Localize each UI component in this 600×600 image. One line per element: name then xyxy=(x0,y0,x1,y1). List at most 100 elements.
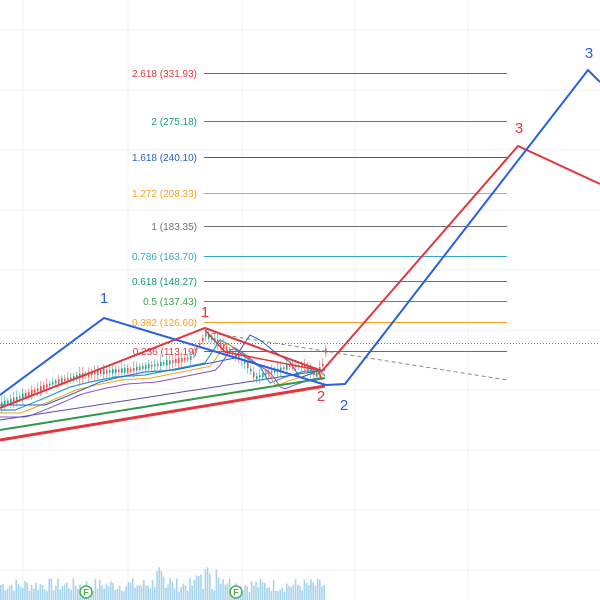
candle-body xyxy=(310,368,312,374)
candle-body xyxy=(37,388,39,391)
candle-body xyxy=(166,360,168,366)
candle-body xyxy=(190,356,192,360)
volume-bar xyxy=(33,588,35,600)
volume-bar xyxy=(70,589,72,600)
volume-bar xyxy=(103,588,105,600)
volume-bar xyxy=(101,585,103,600)
blue-wave-path xyxy=(0,68,600,396)
candle-body xyxy=(124,367,126,373)
volume-bar xyxy=(22,588,24,600)
volume-bar xyxy=(191,585,193,600)
volume-bar xyxy=(160,571,163,600)
volume-bar xyxy=(171,581,174,600)
candle-body xyxy=(106,370,108,373)
blue-wave-label: 1 xyxy=(100,290,108,307)
candle-body xyxy=(238,355,240,360)
volume-bar xyxy=(24,581,26,600)
volume-bar xyxy=(292,584,295,600)
candle-body xyxy=(229,348,231,354)
event-badge-label: F xyxy=(233,588,239,598)
candle-body xyxy=(274,369,276,373)
moving-averages xyxy=(0,334,326,442)
volume-bar xyxy=(305,582,308,600)
volume-bar xyxy=(19,586,22,600)
blue-wave-label: 2 xyxy=(340,397,348,414)
volume-bar xyxy=(182,583,185,600)
candle-body xyxy=(145,365,147,369)
candle-body xyxy=(25,392,27,398)
candle-body xyxy=(316,372,318,377)
candle-body xyxy=(109,370,111,373)
candle-body xyxy=(127,367,129,373)
volume-bar xyxy=(180,587,182,600)
volume-bar xyxy=(30,585,33,600)
volume-bar xyxy=(301,590,303,600)
volume-bar xyxy=(253,585,255,600)
volume-bar xyxy=(250,581,253,600)
red-wave-label: 3 xyxy=(515,120,523,137)
candle-body xyxy=(22,393,24,399)
candle-body xyxy=(214,338,216,341)
volume-bar xyxy=(39,584,42,600)
candle-body xyxy=(208,334,210,339)
volume-bar xyxy=(202,588,204,600)
volume-bar xyxy=(72,578,75,600)
volume-bar xyxy=(303,579,306,600)
candle-body xyxy=(223,344,225,349)
candle-body xyxy=(304,364,306,368)
volume-bar xyxy=(107,586,110,600)
volume-bar xyxy=(323,585,325,600)
candle-body xyxy=(115,369,117,373)
candle-body xyxy=(256,376,258,380)
volume-bar xyxy=(17,583,20,600)
volume-bar xyxy=(96,588,99,600)
volume-bar xyxy=(248,591,251,600)
candle-body xyxy=(250,368,252,372)
volume-bar xyxy=(66,582,68,600)
fib-level-label: 1 (183.35) xyxy=(151,222,197,233)
projection-dashed-line xyxy=(204,331,508,381)
fib-level-label: 0.236 (113.19) xyxy=(133,347,197,358)
volume-bar xyxy=(266,588,268,600)
volume-bar xyxy=(165,587,167,600)
volume-bar xyxy=(52,590,55,600)
candle-body xyxy=(217,339,219,344)
volume-bar xyxy=(169,578,171,600)
candle-body xyxy=(235,353,237,358)
red-wave-path xyxy=(0,144,600,409)
candle-body xyxy=(313,373,315,375)
volume-bar xyxy=(299,586,301,600)
candle-body xyxy=(10,399,12,403)
volume-bar xyxy=(297,584,299,600)
candle-body xyxy=(283,367,285,370)
volume-bar xyxy=(224,584,226,600)
candle-body xyxy=(19,396,21,399)
candle-body xyxy=(136,366,138,371)
candle-body xyxy=(265,373,267,375)
volume-bar xyxy=(283,591,286,600)
volume-bar xyxy=(110,581,112,600)
volume-bar xyxy=(13,590,15,600)
volume-bar xyxy=(63,584,66,600)
volume-bar xyxy=(290,586,292,600)
candle-body xyxy=(325,348,327,354)
fib-level-label: 0.786 (163.70) xyxy=(132,252,197,263)
volume-bar xyxy=(138,585,141,600)
volume-bar xyxy=(193,579,196,600)
candle-body xyxy=(322,363,324,367)
volume-bar xyxy=(308,585,310,600)
fib-level-label: 1.272 (208.33) xyxy=(132,189,197,200)
candle-body xyxy=(1,402,3,407)
volume-bar xyxy=(275,590,277,600)
candle-body xyxy=(148,364,150,369)
volume-bar xyxy=(195,575,198,600)
volume-bar xyxy=(286,583,288,600)
volume-bar xyxy=(281,587,284,600)
volume-bar xyxy=(74,585,77,600)
candle-body xyxy=(67,378,69,380)
volume-bar xyxy=(261,582,264,600)
candle-body xyxy=(94,372,96,375)
volume-bar xyxy=(211,589,213,600)
candle-body xyxy=(172,360,174,363)
volume-bar xyxy=(288,585,290,600)
